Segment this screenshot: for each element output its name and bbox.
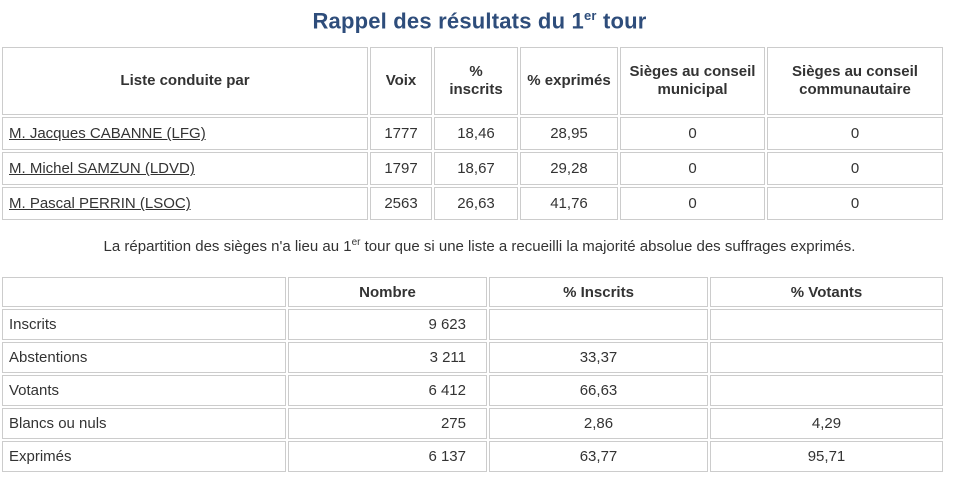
cell-pct-inscrits: [489, 309, 708, 341]
table-row: Exprimés 6 137 63,77 95,71: [2, 441, 943, 473]
table-row: M. Pascal PERRIN (LSOC) 2563 26,63 41,76…: [2, 187, 943, 221]
cell-voix: 1797: [370, 152, 432, 186]
cell-nombre: 6 137: [288, 441, 487, 473]
cell-sieges-municipal: 0: [620, 187, 765, 221]
table-row: Votants 6 412 66,63: [2, 375, 943, 407]
candidate-link[interactable]: M. Michel SAMZUN (LDVD): [9, 160, 195, 178]
cell-voix: 2563: [370, 187, 432, 221]
candidate-link[interactable]: M. Pascal PERRIN (LSOC): [9, 195, 191, 213]
candidate-link[interactable]: M. Jacques CABANNE (LFG): [9, 125, 206, 143]
page-title-suffix: tour: [596, 8, 647, 34]
page-title: Rappel des résultats du 1er tour: [0, 8, 959, 34]
row-label-inscrits: Inscrits: [2, 309, 286, 341]
cell-pct-exprimes: 28,95: [520, 117, 618, 151]
table-row: M. Michel SAMZUN (LDVD) 1797 18,67 29,28…: [2, 152, 943, 186]
page-title-text: Rappel des résultats du 1: [312, 8, 584, 34]
seat-allocation-note: La répartition des sièges n'a lieu au 1e…: [0, 237, 959, 255]
cell-voix: 1777: [370, 117, 432, 151]
cell-pct-inscrits: 2,86: [489, 408, 708, 440]
cell-pct-votants: 95,71: [710, 441, 943, 473]
cell-candidate: M. Pascal PERRIN (LSOC): [2, 187, 368, 221]
cell-sieges-municipal: 0: [620, 117, 765, 151]
header-pct-exprimes: % exprimés: [520, 47, 618, 116]
header-sieges-communautaire: Sièges au conseil communautaire: [767, 47, 943, 116]
cell-sieges-communautaire: 0: [767, 117, 943, 151]
header-nombre: Nombre: [288, 277, 487, 308]
cell-pct-inscrits: 18,46: [434, 117, 518, 151]
cell-pct-exprimes: 41,76: [520, 187, 618, 221]
results-header-row: Liste conduite par Voix % inscrits % exp…: [2, 47, 943, 116]
cell-pct-votants: [710, 309, 943, 341]
table-row: M. Jacques CABANNE (LFG) 1777 18,46 28,9…: [2, 117, 943, 151]
cell-pct-inscrits: 63,77: [489, 441, 708, 473]
cell-pct-exprimes: 29,28: [520, 152, 618, 186]
cell-sieges-communautaire: 0: [767, 187, 943, 221]
row-label-abstentions: Abstentions: [2, 342, 286, 374]
cell-pct-votants: 4,29: [710, 408, 943, 440]
table-row: Inscrits 9 623: [2, 309, 943, 341]
cell-pct-inscrits: 66,63: [489, 375, 708, 407]
note-superscript: er: [351, 237, 361, 249]
table-row: Blancs ou nuls 275 2,86 4,29: [2, 408, 943, 440]
cell-pct-inscrits: 33,37: [489, 342, 708, 374]
cell-candidate: M. Michel SAMZUN (LDVD): [2, 152, 368, 186]
table-row: Abstentions 3 211 33,37: [2, 342, 943, 374]
cell-pct-inscrits: 18,67: [434, 152, 518, 186]
header-empty: [2, 277, 286, 308]
cell-nombre: 6 412: [288, 375, 487, 407]
cell-nombre: 275: [288, 408, 487, 440]
header-sieges-municipal: Sièges au conseil municipal: [620, 47, 765, 116]
title-superscript: er: [583, 8, 597, 23]
participation-header-row: Nombre % Inscrits % Votants: [2, 277, 943, 308]
results-table: Liste conduite par Voix % inscrits % exp…: [0, 45, 945, 222]
row-label-exprimes: Exprimés: [2, 441, 286, 473]
row-label-votants: Votants: [2, 375, 286, 407]
note-text-suffix: tour que si une liste a recueilli la maj…: [360, 238, 856, 256]
header-liste-conduite-par: Liste conduite par: [2, 47, 368, 116]
header-pct-votants: % Votants: [710, 277, 943, 308]
cell-sieges-communautaire: 0: [767, 152, 943, 186]
cell-pct-votants: [710, 375, 943, 407]
cell-nombre: 3 211: [288, 342, 487, 374]
cell-pct-inscrits: 26,63: [434, 187, 518, 221]
header-voix: Voix: [370, 47, 432, 116]
header-pct-inscrits: % inscrits: [434, 47, 518, 116]
header-pct-inscrits: % Inscrits: [489, 277, 708, 308]
participation-table: Nombre % Inscrits % Votants Inscrits 9 6…: [0, 275, 945, 474]
cell-candidate: M. Jacques CABANNE (LFG): [2, 117, 368, 151]
cell-nombre: 9 623: [288, 309, 487, 341]
row-label-blancs-ou-nuls: Blancs ou nuls: [2, 408, 286, 440]
cell-pct-votants: [710, 342, 943, 374]
cell-sieges-municipal: 0: [620, 152, 765, 186]
note-text: La répartition des sièges n'a lieu au 1: [103, 238, 352, 256]
